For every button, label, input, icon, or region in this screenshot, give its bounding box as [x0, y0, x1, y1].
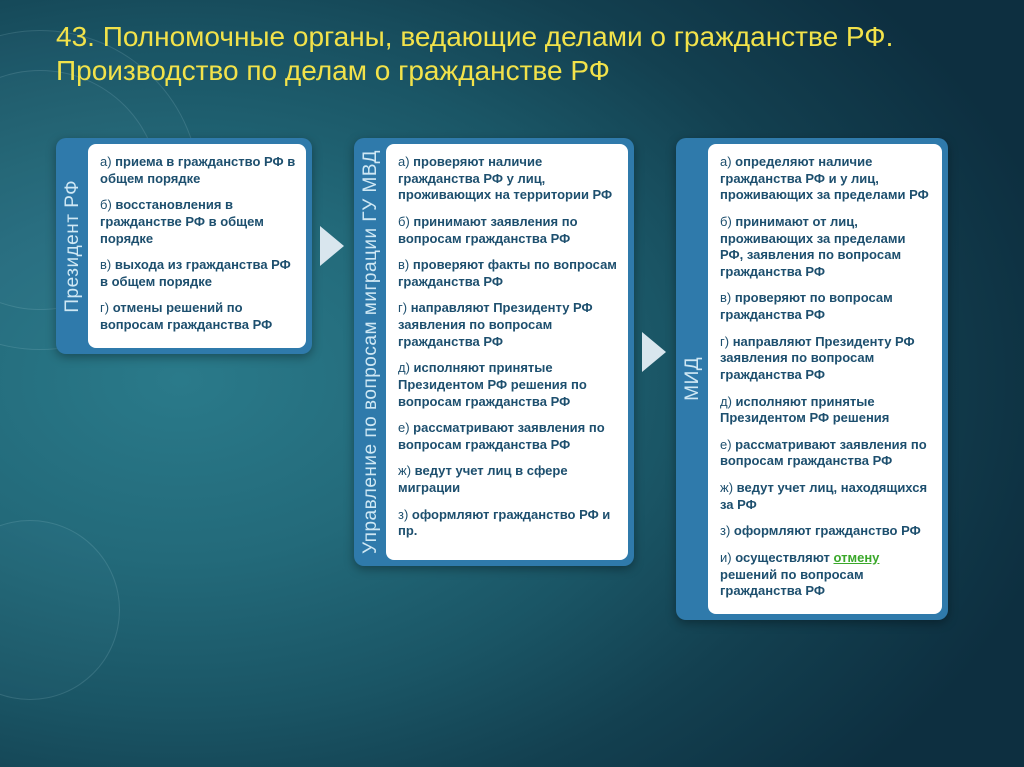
list-item: е) рассматривают заявления по вопросам г… — [398, 420, 618, 453]
list-item: б) восстановления в гражданстве РФ в общ… — [100, 197, 296, 247]
list-item: г) направляют Президенту РФ заявления по… — [720, 334, 932, 384]
arrow-icon — [642, 332, 666, 372]
slide-title: 43. Полномочные органы, ведающие делами … — [56, 20, 984, 87]
list-item: в) проверяют по вопросам гражданства РФ — [720, 290, 932, 323]
card-label: МИД — [676, 138, 708, 620]
list-item: а) определяют наличие гражданства РФ и у… — [720, 154, 932, 204]
list-item: в) выхода из гражданства РФ в общем поря… — [100, 257, 296, 290]
list-item: в) проверяют факты по вопросам гражданст… — [398, 257, 618, 290]
card-body: а) приема в гражданство РФ в общем поряд… — [88, 144, 306, 348]
card-label: Президент РФ — [56, 138, 88, 354]
list-item: б) принимают заявления по вопросам гражд… — [398, 214, 618, 247]
list-item: а) проверяют наличие гражданства РФ у ли… — [398, 154, 618, 204]
list-item: д) исполняют принятые Президентом РФ реш… — [398, 360, 618, 410]
list-item: ж) ведут учет лиц в сфере миграции — [398, 463, 618, 496]
list-item: и) осуществляют отмену решений по вопрос… — [720, 550, 932, 600]
list-item: з) оформляют гражданство РФ и пр. — [398, 507, 618, 540]
list-item: ж) ведут учет лиц, находящихся за РФ — [720, 480, 932, 513]
list-item: д) исполняют принятые Президентом РФ реш… — [720, 394, 932, 427]
list-item: а) приема в гражданство РФ в общем поряд… — [100, 154, 296, 187]
card-body: а) проверяют наличие гражданства РФ у ли… — [386, 144, 628, 560]
card-migration: Управление по вопросам миграции ГУ МВД а… — [354, 138, 634, 566]
list-item: г) отмены решений по вопросам гражданств… — [100, 300, 296, 333]
list-item: з) оформляют гражданство РФ — [720, 523, 932, 540]
card-label: Управление по вопросам миграции ГУ МВД — [354, 138, 386, 566]
cards-row: Президент РФ а) приема в гражданство РФ … — [56, 138, 984, 620]
list-item: е) рассматривают заявления по вопросам г… — [720, 437, 932, 470]
arrow-icon — [320, 226, 344, 266]
list-item: б) принимают от лиц, проживающих за пред… — [720, 214, 932, 281]
link-cancel[interactable]: отмену — [833, 550, 879, 565]
card-body: а) определяют наличие гражданства РФ и у… — [708, 144, 942, 614]
list-item: г) направляют Президенту РФ заявления по… — [398, 300, 618, 350]
card-mid: МИД а) определяют наличие гражданства РФ… — [676, 138, 948, 620]
card-president: Президент РФ а) приема в гражданство РФ … — [56, 138, 312, 354]
